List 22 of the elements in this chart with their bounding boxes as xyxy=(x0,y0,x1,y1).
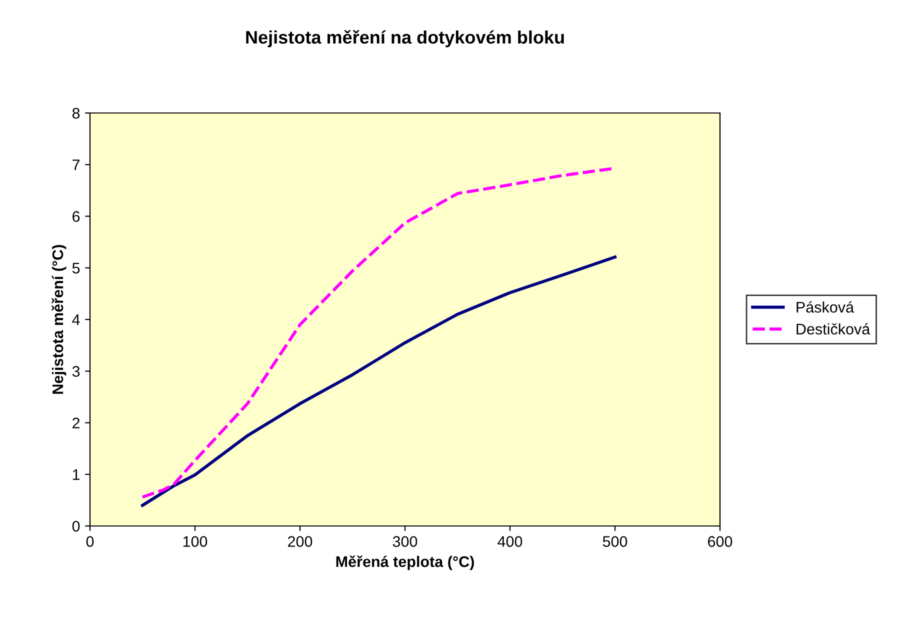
y-tick-label: 6 xyxy=(72,211,80,222)
y-tick-label: 4 xyxy=(72,314,80,326)
x-tick-label: 300 xyxy=(392,536,418,547)
chart-title: Nejistota měření na dotykovém bloku xyxy=(246,30,564,48)
y-tick-label: 8 xyxy=(72,108,80,119)
x-tick-label: 400 xyxy=(498,536,522,547)
y-tick-label: 2 xyxy=(72,418,80,428)
x-tick-label: 0 xyxy=(86,536,94,547)
line-series xyxy=(140,256,617,507)
y-tick-label: 5 xyxy=(72,262,80,274)
x-tick-label: 100 xyxy=(183,536,208,547)
x-tick-label: 200 xyxy=(288,536,312,547)
y-axis-title: Nejistota měření (°C) xyxy=(52,245,66,394)
legend-label: Pásková xyxy=(796,301,854,313)
y-tick-label: 7 xyxy=(72,160,80,170)
x-tick-label: 500 xyxy=(602,536,628,547)
y-tick-label: 1 xyxy=(72,469,80,480)
legend-label: Destičková xyxy=(796,323,870,335)
x-tick-label: 600 xyxy=(708,536,732,547)
y-tick-label: 3 xyxy=(72,366,80,377)
y-tick-label: 0 xyxy=(72,520,80,532)
x-axis-title: Měřená teplota (°C) xyxy=(336,556,474,570)
